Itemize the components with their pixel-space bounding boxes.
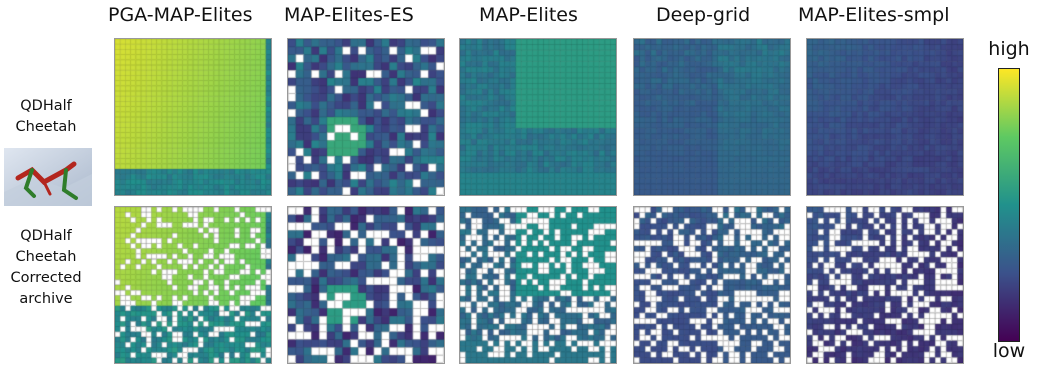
colorbar-low-label: low [992,340,1026,362]
row-label-line: QDHalf [20,98,72,114]
column-title-map-elites-smpl: MAP-Elites-smpl [798,4,950,26]
column-title-map-elites-es: MAP-Elites-ES [284,4,414,26]
row-label-qdhalf-cheetah-corrected-archive: QDHalf Cheetah Corrected archive [0,226,92,310]
half-cheetah-robot-icon [4,148,92,206]
colorbar [998,68,1020,342]
archive-panel-row1-pga-map-elites [114,38,272,196]
archive-panel-row2-pga-map-elites [114,206,272,364]
column-title-pga-map-elites: PGA-MAP-Elites [108,4,253,26]
row-label-qdhalf-cheetah: QDHalf Cheetah [0,96,92,138]
row-label-line: Corrected [10,270,82,286]
archive-panel-row1-map-elites-smpl [806,38,964,196]
row-label-line: archive [19,291,73,307]
archive-panel-row1-map-elites [459,38,617,196]
archive-panel-row1-map-elites-es [287,38,445,196]
archive-panel-row2-map-elites-es [287,206,445,364]
archive-panel-row2-map-elites [459,206,617,364]
row-label-line: Cheetah [15,119,77,135]
colorbar-high-label: high [988,38,1030,60]
row-label-line: Cheetah [15,249,77,265]
archive-panel-row2-map-elites-smpl [806,206,964,364]
column-title-map-elites: MAP-Elites [479,4,578,26]
column-title-deep-grid: Deep-grid [656,4,751,26]
row-label-line: QDHalf [20,228,72,244]
archive-panel-row2-deep-grid [633,206,791,364]
archive-panel-row1-deep-grid [633,38,791,196]
